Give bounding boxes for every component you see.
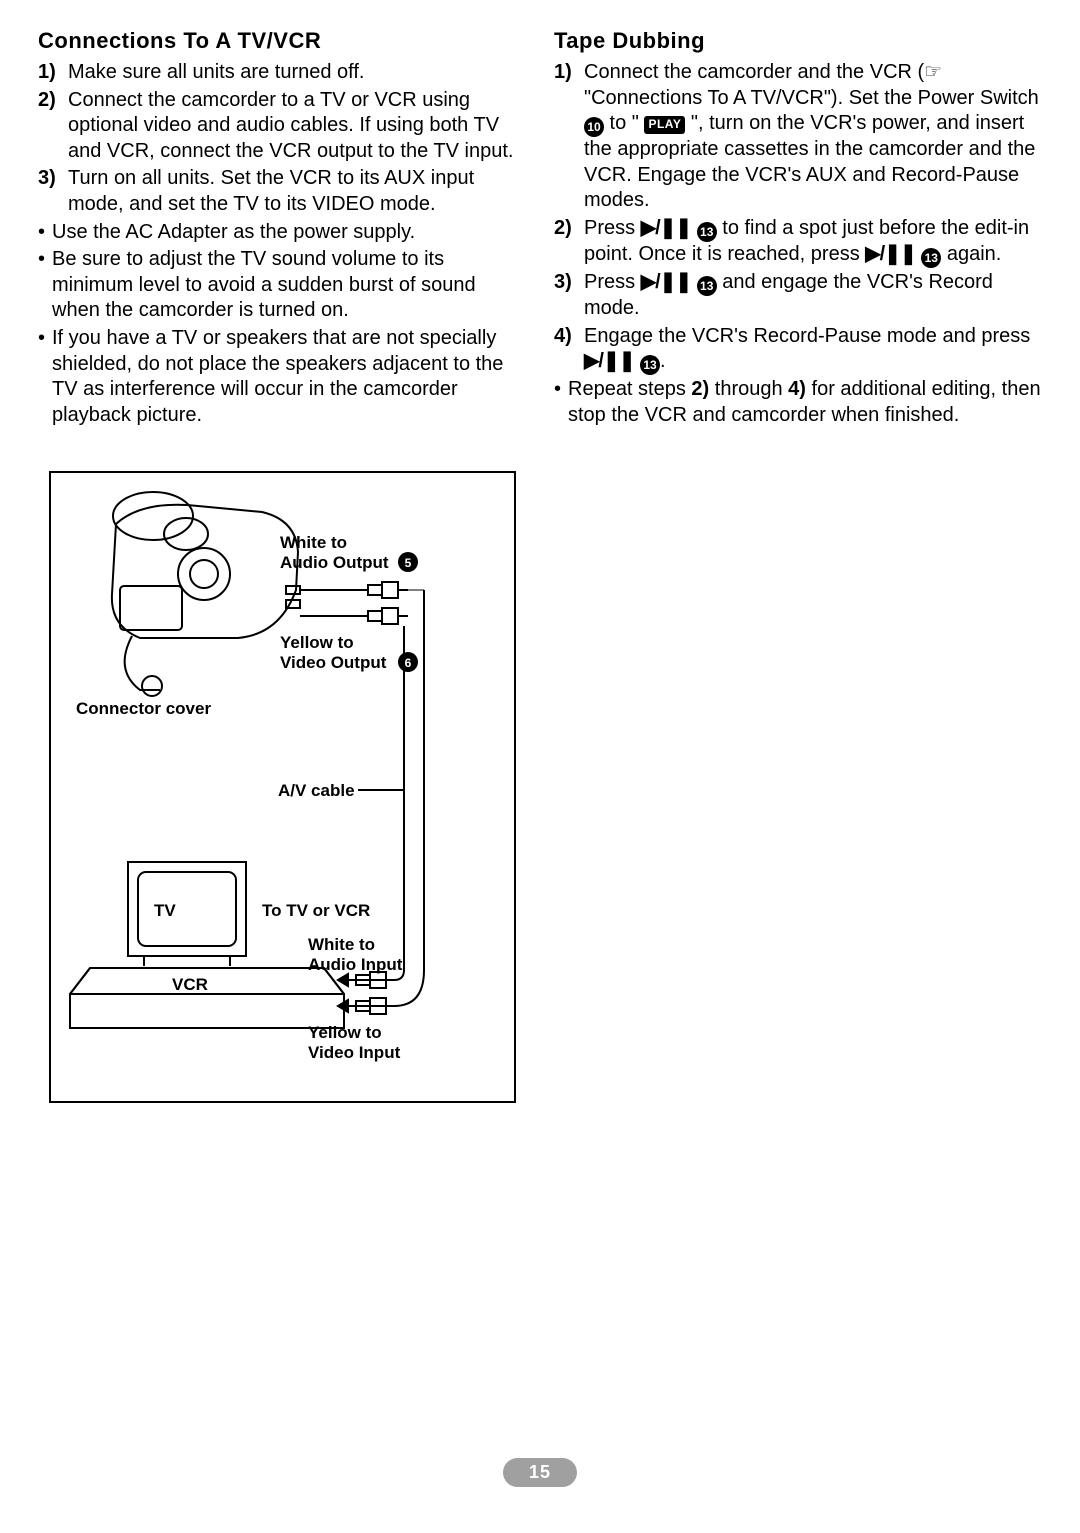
right-step-2: 2) Press ▶/❚❚ 13 to find a spot just bef…: [554, 216, 1042, 268]
circled-10-icon: 10: [584, 117, 604, 137]
svg-text:Audio Input: Audio Input: [308, 955, 403, 974]
diagram-svg: White to Audio Output 5 Yellow to Video …: [48, 470, 548, 1110]
svg-text:Video Output: Video Output: [280, 653, 387, 672]
right-bullet-1: • Repeat steps 2) through 4) for additio…: [554, 377, 1042, 428]
left-step-3: 3) Turn on all units. Set the VCR to its…: [38, 166, 526, 217]
right-step-4: 4) Engage the VCR's Record-Pause mode an…: [554, 324, 1042, 376]
left-bullet-1: •Use the AC Adapter as the power supply.: [38, 220, 526, 246]
left-column: Connections To A TV/VCR 1) Make sure all…: [38, 28, 526, 430]
label-yellow-video-out: Yellow to: [280, 633, 354, 652]
label-yellow-video-in: Yellow to: [308, 1023, 382, 1042]
left-bullet-3: •If you have a TV or speakers that are n…: [38, 326, 526, 428]
label-white-audio-out: White to: [280, 533, 347, 552]
right-heading: Tape Dubbing: [554, 28, 1042, 54]
label-connector-cover: Connector cover: [76, 699, 211, 718]
page-number-badge: 15: [503, 1458, 577, 1487]
label-to-tv-vcr: To TV or VCR: [262, 901, 370, 920]
label-white-audio-in: White to: [308, 935, 375, 954]
right-step-1: 1) Connect the camcorder and the VCR (☞ …: [554, 60, 1042, 214]
play-tag: PLAY: [644, 116, 685, 133]
label-vcr: VCR: [172, 975, 208, 994]
right-column: Tape Dubbing 1) Connect the camcorder an…: [554, 28, 1042, 430]
connection-diagram: White to Audio Output 5 Yellow to Video …: [38, 470, 1042, 1115]
left-heading: Connections To A TV/VCR: [38, 28, 526, 54]
right-step-3: 3) Press ▶/❚❚ 13 and engage the VCR's Re…: [554, 270, 1042, 322]
svg-text:5: 5: [405, 556, 412, 570]
left-step-1: 1) Make sure all units are turned off.: [38, 60, 526, 86]
label-tv: TV: [154, 901, 176, 920]
svg-text:6: 6: [405, 656, 412, 670]
label-av-cable: A/V cable: [278, 781, 355, 800]
left-step-2: 2) Connect the camcorder to a TV or VCR …: [38, 88, 526, 165]
circled-13-icon: 13: [697, 222, 717, 242]
svg-text:Audio Output: Audio Output: [280, 553, 389, 572]
left-bullet-2: •Be sure to adjust the TV sound volume t…: [38, 247, 526, 324]
svg-text:Video Input: Video Input: [308, 1043, 401, 1062]
